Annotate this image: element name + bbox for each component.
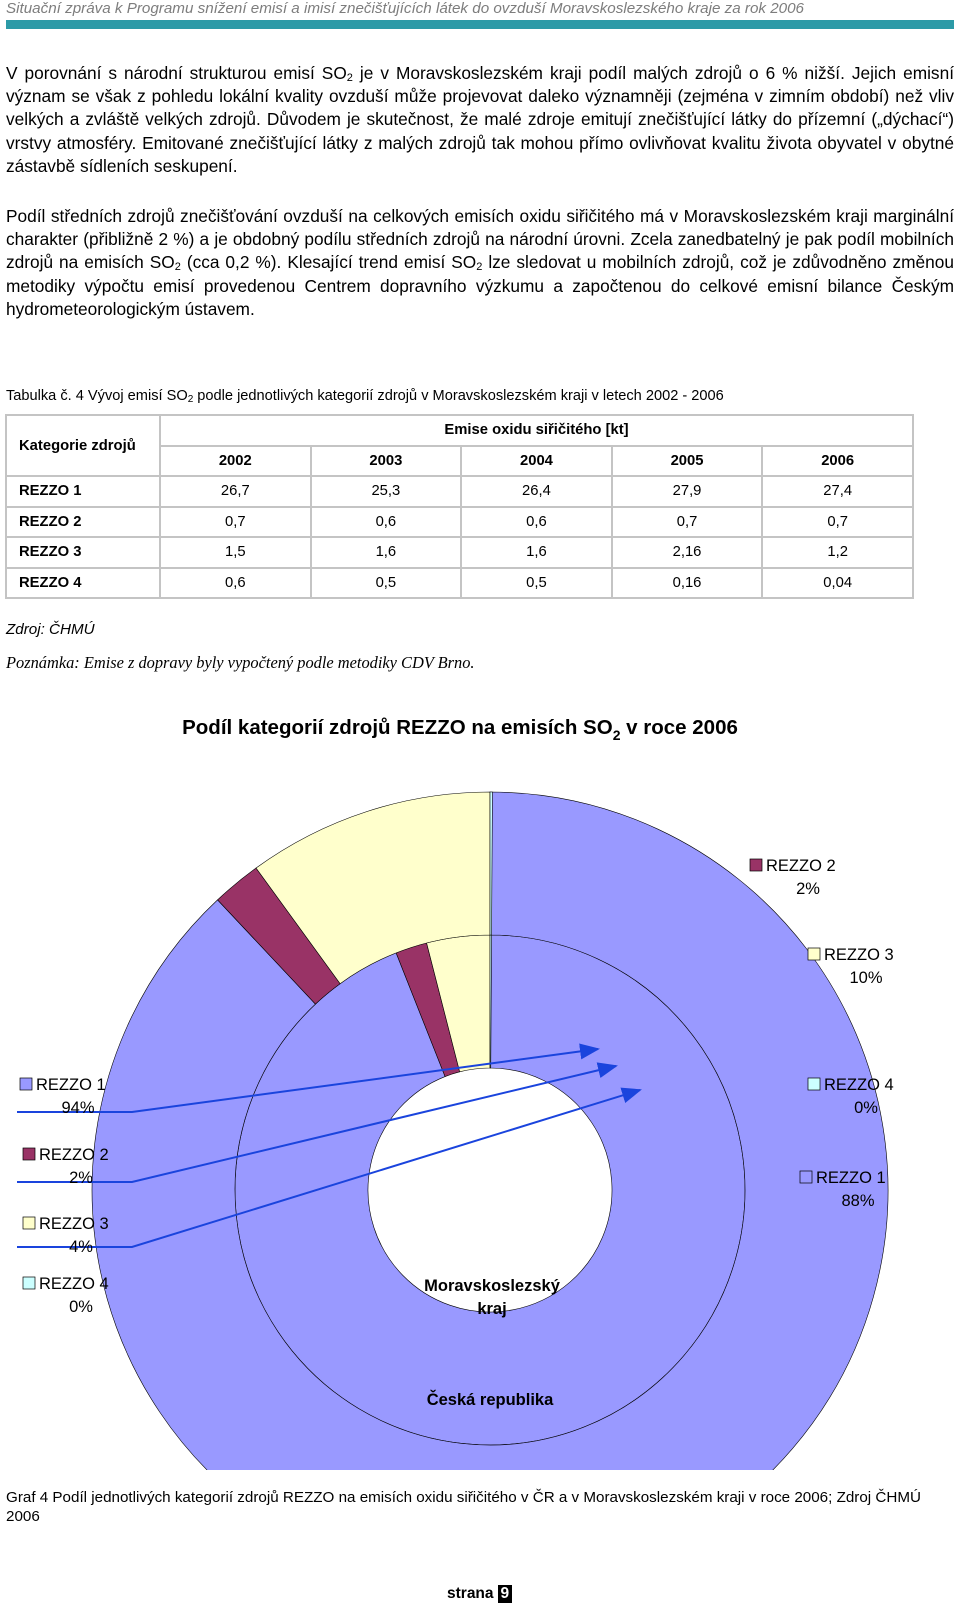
inner-ring-label-line-1: Moravskoslezský bbox=[424, 1277, 561, 1295]
donut-slice-outer-rezzo-1 bbox=[91, 791, 889, 1470]
paragraph-2-sub-1: 2 bbox=[174, 261, 181, 274]
table-cell: 1,6 bbox=[309, 536, 463, 569]
donut-slice-outer-rezzo-4 bbox=[489, 791, 493, 936]
outer-ring-label: Česká republika bbox=[427, 1390, 554, 1409]
table-caption-prefix: Tabulka č. 4 Vývoj emisí SO bbox=[6, 388, 188, 404]
year-header: 2003 bbox=[309, 444, 463, 477]
inner-ring-label-line-2: kraj bbox=[477, 1300, 506, 1318]
outer-label-value: 88% bbox=[841, 1192, 874, 1210]
row-label: REZZO 4 bbox=[5, 566, 161, 599]
table-cell: 0,6 bbox=[159, 566, 312, 599]
inner-label-category: REZZO 4 bbox=[39, 1275, 109, 1293]
leader-line bbox=[17, 1043, 600, 1113]
table-caption-suffix: podle jednotlivých kategorií zdrojů v Mo… bbox=[193, 388, 724, 404]
table-row: REZZO 1 26,7 25,3 26,4 27,9 27,4 bbox=[5, 475, 914, 508]
table-note: Poznámka: Emise z dopravy byly vypočtený… bbox=[6, 653, 475, 672]
table-cell: 0,5 bbox=[309, 566, 463, 599]
outer-label-swatch bbox=[807, 947, 821, 961]
paragraph-1: V porovnání s národní strukturou emisí S… bbox=[6, 62, 954, 178]
table-cell: 2,16 bbox=[610, 536, 764, 569]
chart-caption: Graf 4 Podíl jednotlivých kategorií zdro… bbox=[6, 1489, 921, 1525]
leader-line bbox=[17, 1062, 618, 1183]
paragraph-1-part-1: V porovnání s národní strukturou emisí S… bbox=[6, 63, 347, 83]
table-header-row-1: Kategorie zdrojů Emise oxidu siřičitého … bbox=[5, 414, 914, 477]
page-number: strana 9 bbox=[447, 1585, 513, 1603]
table-cell: 0,16 bbox=[610, 566, 764, 599]
outer-label-value: 0% bbox=[854, 1099, 878, 1117]
inner-label-value: 2% bbox=[69, 1169, 93, 1187]
table-cell: 0,5 bbox=[460, 566, 613, 599]
table-cell: 0,7 bbox=[761, 505, 914, 538]
table-source: Zdroj: ČHMÚ bbox=[6, 621, 95, 638]
group-header: Emise oxidu siřičitého [kt] bbox=[159, 414, 914, 447]
page-number-label: strana bbox=[447, 1585, 494, 1602]
emissions-table: Kategorie zdrojů Emise oxidu siřičitého … bbox=[5, 414, 914, 599]
paragraph-2: Podíl středních zdrojů znečišťování ovzd… bbox=[6, 205, 954, 321]
table-cell: 0,6 bbox=[460, 505, 613, 538]
chart-title: Podíl kategorií zdrojů REZZO na emisích … bbox=[182, 716, 738, 743]
paragraph-2-sub-2: 2 bbox=[476, 261, 483, 274]
paragraph-2-part-3: lze sledovat u mobilních zdrojů, což je … bbox=[6, 252, 954, 319]
row-label: REZZO 3 bbox=[5, 536, 161, 569]
table-cell: 1,5 bbox=[159, 536, 312, 569]
outer-label-category: REZZO 4 bbox=[824, 1076, 894, 1094]
page-number-value: 9 bbox=[497, 1585, 513, 1603]
year-header: 2006 bbox=[761, 444, 914, 477]
table-caption: Tabulka č. 4 Vývoj emisí SO2 podle jedno… bbox=[6, 388, 724, 405]
paragraph-1-part-2: je v Moravskoslezském kraji podíl malých… bbox=[6, 63, 954, 176]
table-cell: 27,9 bbox=[610, 475, 764, 508]
outer-label-value: 2% bbox=[796, 880, 820, 898]
outer-label-swatch bbox=[749, 858, 763, 872]
table-row: REZZO 2 0,7 0,6 0,6 0,7 0,7 bbox=[5, 505, 914, 538]
outer-label-swatch bbox=[799, 1170, 813, 1184]
chart-labels: REZZO 1 94% REZZO 2 2% REZZO 3 4% REZZO 4 0% REZ… bbox=[19, 857, 894, 1316]
row-label: REZZO 2 bbox=[5, 505, 161, 538]
paragraph-1-sub: 2 bbox=[346, 72, 353, 84]
table-header-row-2: 2002 2003 2004 2005 2006 bbox=[6, 444, 914, 477]
table-caption-sub: 2 bbox=[187, 394, 194, 405]
inner-label-swatch bbox=[19, 1077, 33, 1091]
chart-rings bbox=[91, 791, 889, 1470]
table-cell: 25,3 bbox=[309, 475, 463, 508]
table-cell: 26,4 bbox=[460, 475, 613, 508]
paragraph-2-part-1: Podíl středních zdrojů znečišťování ovzd… bbox=[6, 206, 954, 273]
table-cell: 0,04 bbox=[761, 566, 914, 599]
table-cell: 26,7 bbox=[159, 475, 312, 508]
paragraph-2-part-2: (cca 0,2 %). Klesající trend emisí SO bbox=[180, 252, 477, 273]
document-header: Situační zpráva k Programu snížení emisí… bbox=[6, 0, 805, 17]
inner-label-swatch bbox=[22, 1216, 36, 1230]
year-header: 2004 bbox=[460, 444, 613, 477]
table-cell: 27,4 bbox=[761, 475, 914, 508]
inner-label-swatch bbox=[22, 1276, 36, 1290]
inner-label-category: REZZO 2 bbox=[39, 1146, 109, 1164]
outer-label-value: 10% bbox=[849, 969, 882, 987]
table-row: REZZO 3 1,5 1,6 1,6 2,16 1,2 bbox=[5, 536, 914, 569]
outer-label-category: REZZO 3 bbox=[824, 946, 894, 964]
table-cell: 0,7 bbox=[610, 505, 764, 538]
year-header: 2005 bbox=[610, 444, 764, 477]
inner-label-category: REZZO 1 bbox=[36, 1076, 106, 1094]
donut-chart: Podíl kategorií zdrojů REZZO na emisích … bbox=[17, 716, 894, 1470]
inner-label-swatch bbox=[22, 1147, 36, 1161]
outer-label-category: REZZO 2 bbox=[766, 857, 836, 875]
inner-label-value: 0% bbox=[69, 1298, 93, 1316]
table-row: REZZO 4 0,6 0,5 0,5 0,16 0,04 bbox=[5, 566, 914, 599]
year-header: 2002 bbox=[159, 444, 312, 477]
leader-line bbox=[17, 1087, 642, 1248]
table-cell: 1,6 bbox=[460, 536, 613, 569]
table-cell: 0,7 bbox=[159, 505, 312, 538]
inner-label-value: 94% bbox=[61, 1099, 94, 1117]
inner-label-category: REZZO 3 bbox=[39, 1215, 109, 1233]
outer-label-category: REZZO 1 bbox=[816, 1169, 886, 1187]
table-cell: 0,6 bbox=[309, 505, 463, 538]
row-label: REZZO 1 bbox=[5, 475, 161, 508]
outer-label-swatch bbox=[807, 1077, 821, 1091]
header-rule bbox=[6, 20, 954, 29]
chart-leader-lines bbox=[17, 1043, 642, 1248]
inner-label-value: 4% bbox=[69, 1238, 93, 1256]
category-header: Kategorie zdrojů bbox=[5, 414, 161, 477]
table-cell: 1,2 bbox=[761, 536, 914, 569]
